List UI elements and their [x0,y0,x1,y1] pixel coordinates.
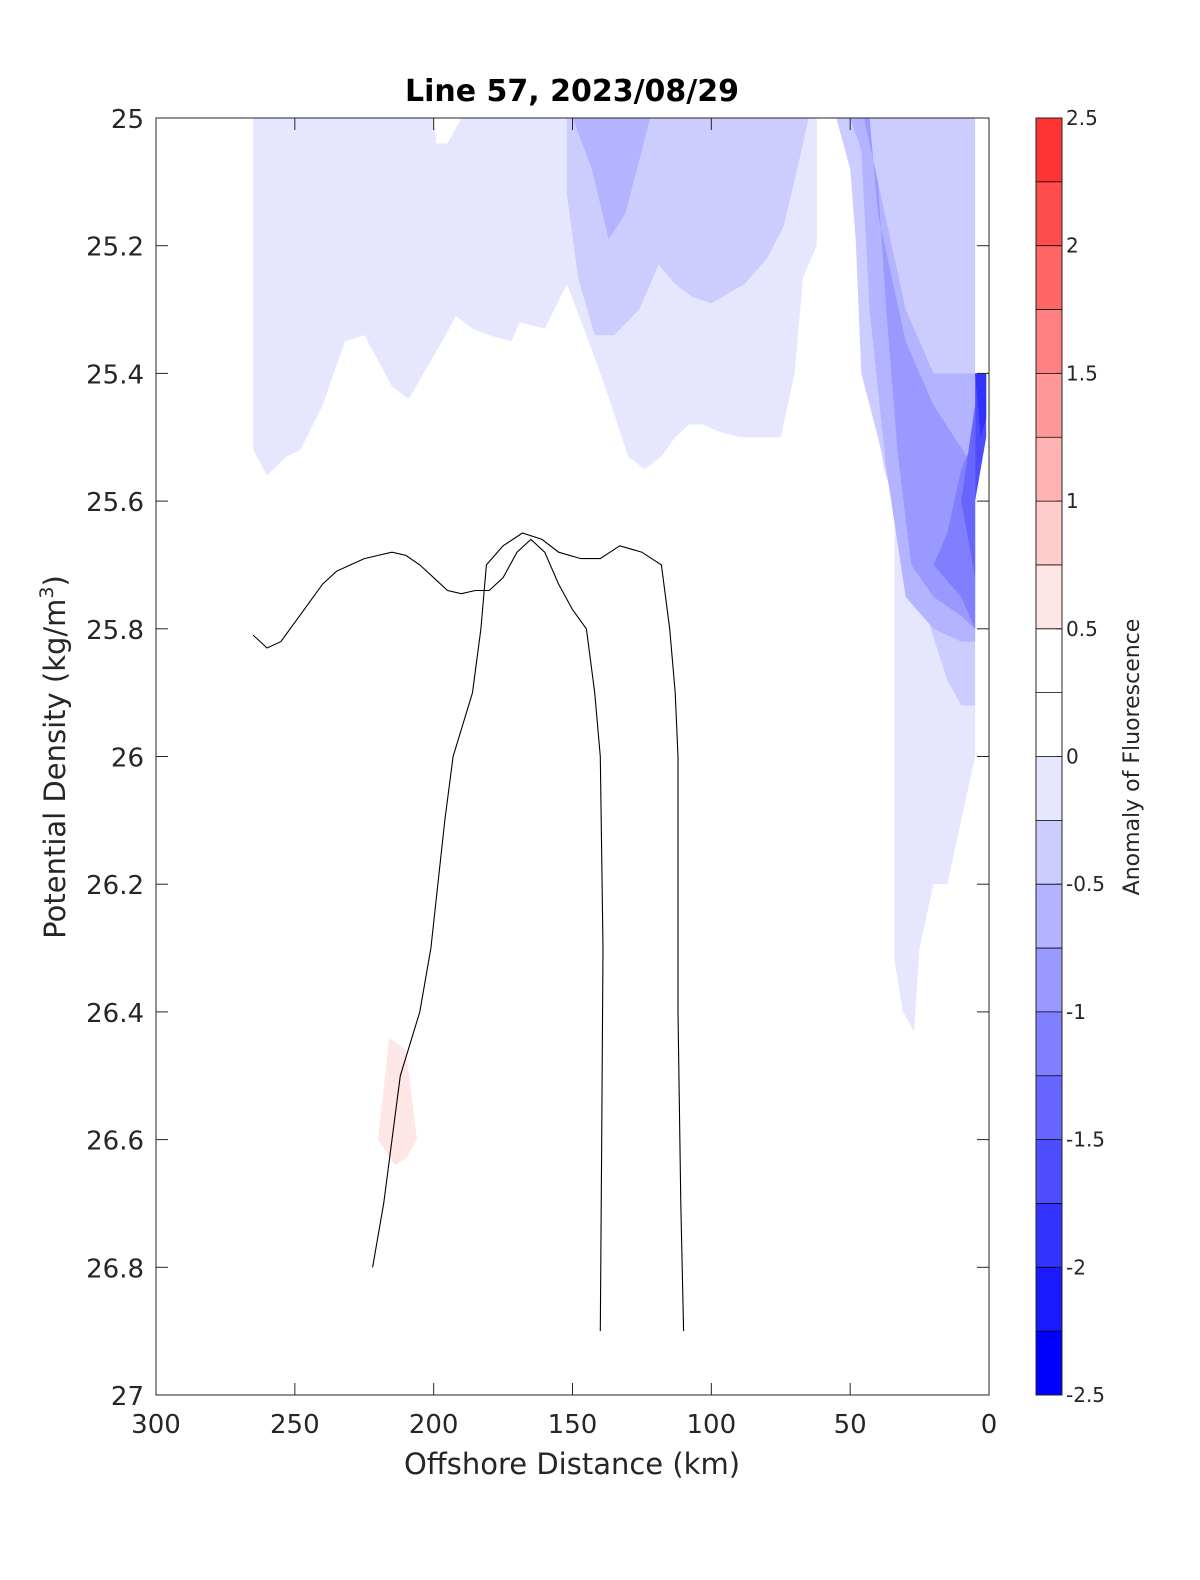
y-tick-label: 27 [111,1382,144,1412]
colorbar [1036,118,1062,1395]
colorbar-tick-label: 0 [1066,745,1079,769]
colorbar-band [1036,564,1062,629]
y-axis-ticks: 25 25.2 25.4 25.6 25.8 26 26.2 26.4 26.6 26.8 27 [86,105,989,1412]
y-tick-label: 25.8 [86,616,144,646]
colorbar-band [1036,1011,1062,1076]
colorbar-band [1036,628,1062,693]
anomaly-band-minus-1.75 [961,405,976,578]
y-tick-label: 25.2 [86,233,144,263]
anomaly-band-minus-2.25 [975,373,987,438]
isoline-left [252,538,604,1332]
colorbar-band [1036,692,1062,757]
chart-title: Line 57, 2023/08/29 [405,74,739,109]
colorbar-tick-label: -1 [1066,1000,1086,1024]
colorbar-band [1036,1203,1062,1268]
colorbar-band [1036,1331,1062,1395]
y-tick-label: 26.2 [86,871,144,901]
colorbar-band [1036,309,1062,374]
colorbar-band [1036,181,1062,246]
anomaly-band-minus-0.5 [253,118,976,1032]
x-tick-label: 50 [834,1410,867,1440]
colorbar-ticks: -2.5 -2 -1.5 -1 -0.5 0 0.5 1 1.5 2 2.5 [1056,106,1105,1407]
x-tick-label: 100 [687,1410,737,1440]
colorbar-band [1036,501,1062,565]
x-tick-label: 0 [981,1410,998,1440]
colorbar-band [1036,1075,1062,1140]
colorbar-tick-label: -2.5 [1066,1383,1105,1407]
density-isolines [252,532,685,1332]
colorbar-band [1036,884,1062,949]
y-tick-label: 26 [111,744,144,774]
colorbar-tick-label: 1 [1066,489,1079,513]
anomaly-regions [253,118,987,1166]
y-tick-label: 26.6 [86,1127,144,1157]
colorbar-frame [1035,117,1063,1396]
x-axis-ticks: 300 250 200 150 100 50 0 [131,118,997,1440]
colorbar-band [1036,373,1062,438]
y-tick-label: 25 [111,105,144,135]
colorbar-tick-label: -2 [1066,1255,1086,1279]
colorbar-band [1036,245,1062,310]
colorbar-label: Anomaly of Fluorescence [1120,619,1145,896]
y-axis-label: Potential Density (kg/m3) [36,575,72,939]
isoline-right [372,532,685,1332]
x-tick-label: 300 [131,1410,181,1440]
anomaly-band-minus-1 [572,118,651,240]
y-tick-label: 25.4 [86,360,144,390]
y-tick-label: 26.8 [86,1254,144,1284]
y-tick-label: 25.6 [86,488,144,518]
y-axis-label-superscript: 3 [36,586,58,598]
x-tick-label: 200 [409,1410,459,1440]
x-axis-label: Offshore Distance (km) [404,1447,740,1481]
colorbar-band [1036,118,1062,182]
anomaly-band-plus-0.25 [378,1037,417,1166]
colorbar-tick-label: 1.5 [1066,361,1098,385]
plot-area [155,117,990,1396]
colorbar-tick-label: 2.5 [1066,106,1098,130]
colorbar-band [1036,948,1062,1012]
colorbar-band [1036,756,1062,821]
colorbar-tick-label: 0.5 [1066,617,1098,641]
x-tick-label: 150 [548,1410,598,1440]
colorbar-band [1036,820,1062,885]
y-tick-label: 26.4 [86,999,144,1029]
y-axis-label-close: ) [38,575,72,586]
colorbar-tick-label: -1.5 [1066,1128,1105,1152]
y-axis-label-main: Potential Density (kg/m [38,599,72,939]
colorbar-tick-label: -0.5 [1066,872,1105,896]
colorbar-tick-label: 2 [1066,234,1079,258]
colorbar-band [1036,437,1062,502]
x-tick-label: 250 [270,1410,320,1440]
colorbar-band [1036,1139,1062,1204]
colorbar-band [1036,1267,1062,1332]
anomaly-band-minus-1.25 [864,118,976,629]
